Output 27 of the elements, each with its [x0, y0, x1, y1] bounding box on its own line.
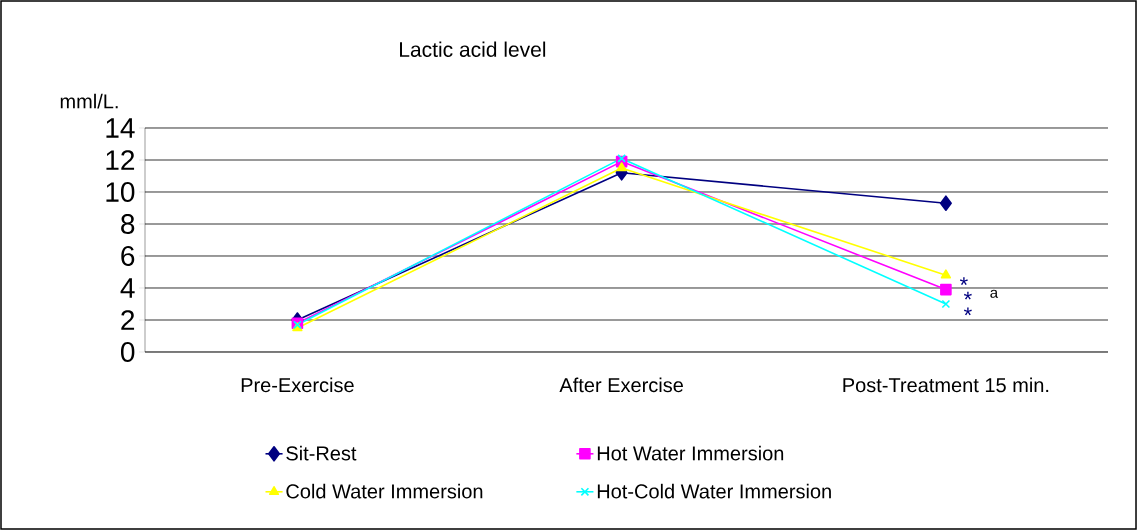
chart-title: Lactic acid level [400, 41, 546, 57]
x-tick-label: Pre-Exercise [241, 377, 354, 393]
y-tick-label: 2 [121, 310, 135, 330]
annotation: * [963, 307, 972, 316]
point [940, 269, 952, 279]
annotation: a [990, 289, 999, 298]
point [617, 154, 626, 163]
legend-label: Cold Water Immersion [286, 483, 483, 499]
y-tick-label: 12 [106, 150, 135, 170]
x-tick-label: After Exercise [559, 377, 683, 393]
legend-label: Sit-Rest [286, 445, 357, 461]
annotation: * [959, 277, 968, 285]
point [940, 283, 952, 296]
y-tick-label: 6 [121, 246, 135, 266]
point [941, 299, 951, 309]
y-tick-label: 8 [121, 214, 135, 234]
annotation: * [963, 291, 972, 300]
y-axis-title: mml/L. [60, 93, 118, 109]
point [616, 162, 627, 172]
legend-label: Hot-Cold Water Immersion [597, 483, 831, 499]
y-tick-label: 10 [106, 182, 135, 202]
y-tick-label: 0 [120, 342, 135, 362]
x-tick-label: Post-Treatment 15 min. [843, 377, 1049, 393]
point [939, 195, 952, 211]
legend-label: Hot Water Immersion [597, 445, 784, 461]
y-tick-label: 4 [120, 278, 135, 298]
y-tick-label: 14 [106, 118, 135, 138]
